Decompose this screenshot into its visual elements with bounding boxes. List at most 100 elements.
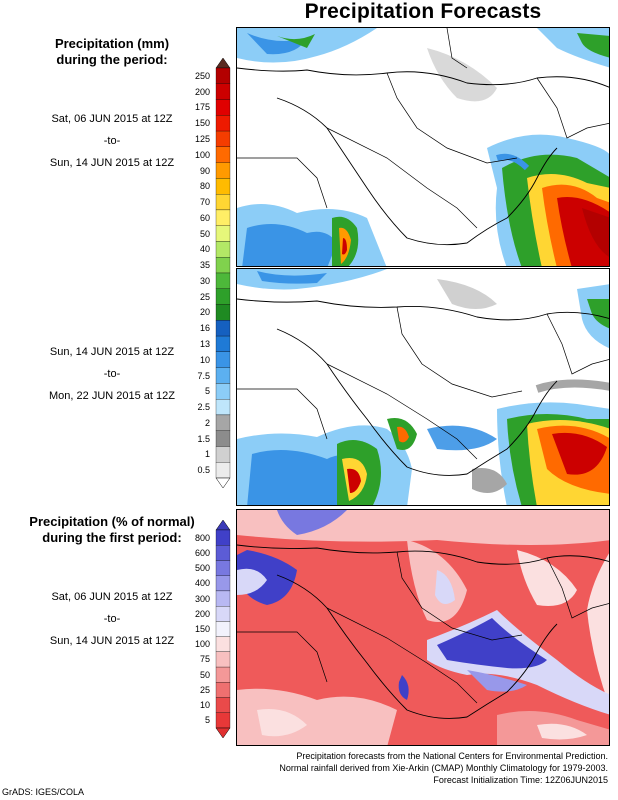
mm-colorbar-label: 50 xyxy=(199,228,210,239)
pct-colorbar-label: 200 xyxy=(194,608,210,619)
mm-colorbar-swatch xyxy=(215,335,231,352)
mm-colorbar-swatch xyxy=(215,257,231,274)
map-panel-period2 xyxy=(236,268,610,506)
mm-colorbar-swatch xyxy=(215,304,231,321)
mm-colorbar-label: 70 xyxy=(199,197,210,208)
pct-colorbar-swatch xyxy=(215,697,231,713)
mm-colorbar-label: 0.5 xyxy=(197,465,210,476)
mm-colorbar-bottom-arrow xyxy=(215,477,231,488)
pct-colorbar-swatch xyxy=(215,682,231,698)
pct-colorbar-bottom-arrow xyxy=(215,727,231,738)
mm-colorbar-swatch xyxy=(215,288,231,305)
pct-colorbar-swatch xyxy=(215,666,231,683)
map-period2-svg xyxy=(237,269,609,505)
pct-colorbar-swatch xyxy=(215,529,231,546)
mm-colorbar-swatch xyxy=(215,67,231,84)
period1-sep: -to- xyxy=(103,135,121,147)
map-panel-pct-normal xyxy=(236,509,610,746)
pct-colorbar-swatch xyxy=(215,651,231,668)
mm-colorbar-svg xyxy=(215,58,231,488)
pct-heading-line2: during the first period: xyxy=(42,530,182,545)
mm-colorbar-label: 20 xyxy=(199,307,210,318)
map-pct-svg xyxy=(237,510,609,745)
mm-colorbar-swatch xyxy=(215,130,231,147)
mm-colorbar-label: 175 xyxy=(194,102,210,113)
footer-line3: Forecast Initialization Time: 12Z06JUN20… xyxy=(433,775,608,785)
pct-colorbar-swatch xyxy=(215,636,231,652)
mm-colorbar-label: 200 xyxy=(194,86,210,97)
pct-colorbar-label: 10 xyxy=(199,700,210,711)
period2-sep: -to- xyxy=(103,368,121,380)
mm-heading-line1: Precipitation (mm) xyxy=(54,36,170,51)
mm-colorbar-swatch xyxy=(215,194,231,211)
mm-colorbar-swatch xyxy=(215,146,231,163)
mm-colorbar-label: 90 xyxy=(199,165,210,176)
pct-colorbar-label: 5 xyxy=(204,715,210,726)
mm-colorbar-swatch xyxy=(215,399,231,416)
mm-colorbar-label: 80 xyxy=(199,181,210,192)
pct-colorbar-label: 75 xyxy=(199,654,210,665)
period2-label: Sun, 14 JUN 2015 at 12Z -to- Mon, 22 JUN… xyxy=(0,345,224,403)
mm-colorbar-label: 40 xyxy=(199,244,210,255)
mm-colorbar-label: 2 xyxy=(204,417,210,428)
pct-period-label: Sat, 06 JUN 2015 at 12Z -to- Sun, 14 JUN… xyxy=(0,590,224,648)
map-panel-period1 xyxy=(236,27,610,267)
mm-colorbar-label: 250 xyxy=(194,70,210,81)
pct-colorbar-label: 50 xyxy=(199,669,210,680)
mm-colorbar-swatch xyxy=(215,446,231,463)
pct-colorbar-label: 400 xyxy=(194,578,210,589)
mm-colorbar-label: 2.5 xyxy=(197,402,210,413)
pct-colorbar-swatch xyxy=(215,560,231,576)
period2-start: Sun, 14 JUN 2015 at 12Z xyxy=(49,346,175,358)
grads-credit: GrADS: IGES/COLA xyxy=(2,787,85,797)
period1-start: Sat, 06 JUN 2015 at 12Z xyxy=(51,113,173,125)
footer-line1: Precipitation forecasts from the Nationa… xyxy=(296,751,608,761)
mm-colorbar-swatch xyxy=(215,241,231,258)
mm-colorbar-label: 1.5 xyxy=(197,433,210,444)
pct-period-sep: -to- xyxy=(103,613,121,625)
pct-colorbar-label: 25 xyxy=(199,684,210,695)
mm-colorbar-label: 16 xyxy=(199,323,210,334)
pct-heading-line1: Precipitation (% of normal) xyxy=(29,514,195,529)
pct-colorbar-swatch xyxy=(215,545,231,561)
pct-colorbar-label: 500 xyxy=(194,563,210,574)
mm-colorbar-swatch xyxy=(215,209,231,226)
mm-colorbar-swatch xyxy=(215,462,231,479)
mm-colorbar-swatch xyxy=(215,320,231,337)
mm-colorbar-swatch xyxy=(215,178,231,195)
mm-colorbar-label: 100 xyxy=(194,149,210,160)
mm-colorbar: 250 200 175 150 125 100 90 80 70 60 50 40 35 30 25 20 16… xyxy=(180,58,236,488)
mm-colorbar-label: 125 xyxy=(194,133,210,144)
footer-notes: Precipitation forecasts from the Nationa… xyxy=(218,750,608,786)
page-title: Precipitation Forecasts xyxy=(304,0,542,23)
pct-colorbar-label: 100 xyxy=(194,639,210,650)
mm-colorbar-swatch xyxy=(215,99,231,116)
mm-colorbar-swatch xyxy=(215,383,231,400)
mm-colorbar-swatch xyxy=(215,115,231,132)
mm-colorbar-top-arrow xyxy=(215,58,231,69)
pct-colorbar-swatch xyxy=(215,712,231,729)
mm-colorbar-label: 60 xyxy=(199,212,210,223)
pct-heading: Precipitation (% of normal) during the f… xyxy=(0,514,224,546)
mm-colorbar-label: 35 xyxy=(199,260,210,271)
period2-end: Mon, 22 JUN 2015 at 12Z xyxy=(49,390,175,402)
mm-colorbar-swatch xyxy=(215,351,231,368)
mm-colorbar-swatch xyxy=(215,83,231,100)
pct-colorbar-label: 600 xyxy=(194,547,210,558)
mm-colorbar-label: 30 xyxy=(199,275,210,286)
mm-colorbar-swatch xyxy=(215,225,231,242)
map-period1-svg xyxy=(237,28,609,266)
mm-heading-line2: during the period: xyxy=(56,52,168,67)
mm-colorbar-label: 25 xyxy=(199,291,210,302)
pct-colorbar-label: 300 xyxy=(194,593,210,604)
mm-colorbar-swatch xyxy=(215,367,231,384)
mm-colorbar-swatch xyxy=(215,272,231,289)
mm-colorbar-label: 5 xyxy=(204,386,210,397)
period1-end: Sun, 14 JUN 2015 at 12Z xyxy=(49,157,175,169)
mm-colorbar-label: 13 xyxy=(199,338,210,349)
pct-colorbar-swatch xyxy=(215,606,231,622)
pct-colorbar-svg xyxy=(215,520,231,738)
pct-colorbar-top-arrow xyxy=(215,520,231,531)
mm-colorbar-label: 1 xyxy=(204,449,210,460)
mm-colorbar-swatch xyxy=(215,414,231,431)
